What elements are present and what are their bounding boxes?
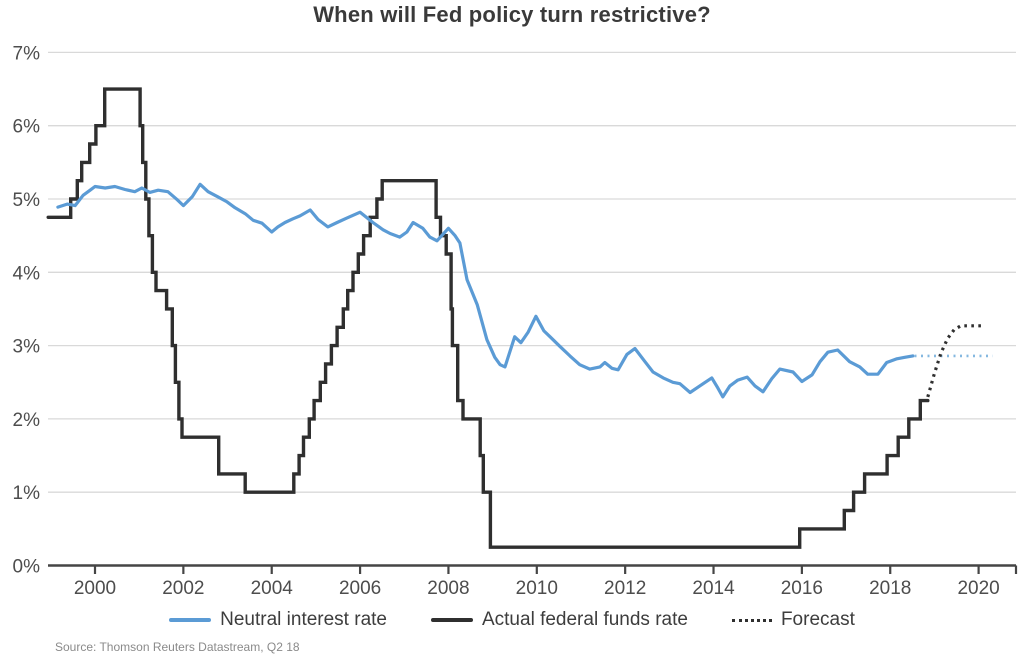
solid-black-line-icon <box>430 618 473 622</box>
y-tick-label: 5% <box>13 190 41 211</box>
x-tick-label: 2016 <box>781 578 823 599</box>
x-tick-label: 2004 <box>251 578 294 599</box>
series-actual-line <box>46 87 930 549</box>
x-tick-label: 2012 <box>604 578 646 599</box>
y-tick-label: 0% <box>13 557 41 578</box>
legend-label-neutral: Neutral interest rate <box>220 609 387 630</box>
legend-item-neutral: Neutral interest rate <box>169 609 387 631</box>
x-tick-label: 2018 <box>869 578 911 599</box>
series-actual_forecast-line <box>926 324 986 398</box>
x-tick-label: 2002 <box>162 578 204 599</box>
x-tick-label: 2014 <box>692 578 735 599</box>
y-tick-label: 2% <box>13 410 41 431</box>
chart-title: When will Fed policy turn restrictive? <box>313 2 711 27</box>
x-tick-label: 2008 <box>427 578 469 599</box>
x-tick-label: 2010 <box>516 578 558 599</box>
y-tick-label: 3% <box>13 337 41 358</box>
y-tick-label: 4% <box>13 263 41 284</box>
x-tick-label: 2020 <box>957 578 999 599</box>
solid-blue-line-icon <box>169 618 212 622</box>
series-neutral-line <box>56 182 915 399</box>
legend-label-actual: Actual federal funds rate <box>481 609 688 630</box>
legend-item-actual: Actual federal funds rate <box>430 609 688 631</box>
legend-label-forecast: Forecast <box>780 609 855 630</box>
y-tick-label: 7% <box>13 43 41 64</box>
legend-item-forecast: Forecast <box>731 609 855 631</box>
x-tick-label: 2006 <box>339 578 381 599</box>
y-tick-label: 1% <box>13 483 41 504</box>
y-tick-label: 6% <box>13 117 41 138</box>
dotted-black-line-icon <box>731 618 772 622</box>
source-note: Source: Thomson Reuters Datastream, Q2 1… <box>55 640 300 654</box>
x-tick-label: 2000 <box>74 578 116 599</box>
legend: Neutral interest rate Actual federal fun… <box>0 609 1024 631</box>
